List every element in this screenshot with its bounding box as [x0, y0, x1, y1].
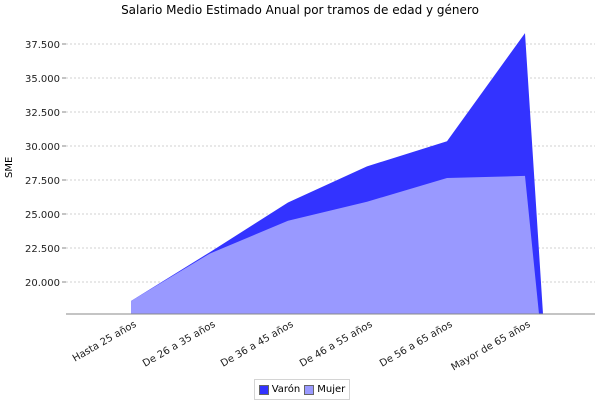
y-tick-label: 20.000: [25, 278, 60, 289]
x-tick-label: De 26 a 35 años: [141, 319, 217, 370]
y-tick-label: 25.000: [25, 210, 60, 221]
x-tick-label: De 56 a 65 años: [378, 319, 454, 370]
x-tick-label: De 36 a 45 años: [219, 319, 295, 370]
x-tick-label: Mayor de 65 años: [450, 319, 533, 373]
y-tick-label: 27.500: [25, 176, 60, 187]
chart-legend: Varón Mujer: [254, 379, 350, 400]
chart-title: Salario Medio Estimado Anual por tramos …: [121, 3, 479, 17]
series-area-mujer: [131, 175, 539, 314]
y-tick-label: 32.500: [25, 108, 60, 119]
legend-swatch-mujer: [304, 384, 315, 395]
y-tick-label: 30.000: [25, 142, 60, 153]
chart-plot-area: 20.000 22.500 25.000 27.500 30.000 32.500 35.0…: [25, 33, 595, 373]
y-tick-label: 22.500: [25, 244, 60, 255]
x-tick-label: Hasta 25 años: [71, 319, 139, 364]
legend-item-mujer[interactable]: Mujer: [304, 384, 345, 395]
legend-label: Varón: [271, 384, 301, 395]
y-tick-label: 35.000: [25, 74, 60, 85]
legend-swatch-varon: [258, 384, 269, 395]
x-tick-label: De 46 a 55 años: [298, 319, 374, 370]
legend-label: Mujer: [317, 384, 346, 395]
y-tick-label: 37.500: [25, 40, 60, 51]
legend-item-varon[interactable]: Varón: [258, 384, 301, 395]
